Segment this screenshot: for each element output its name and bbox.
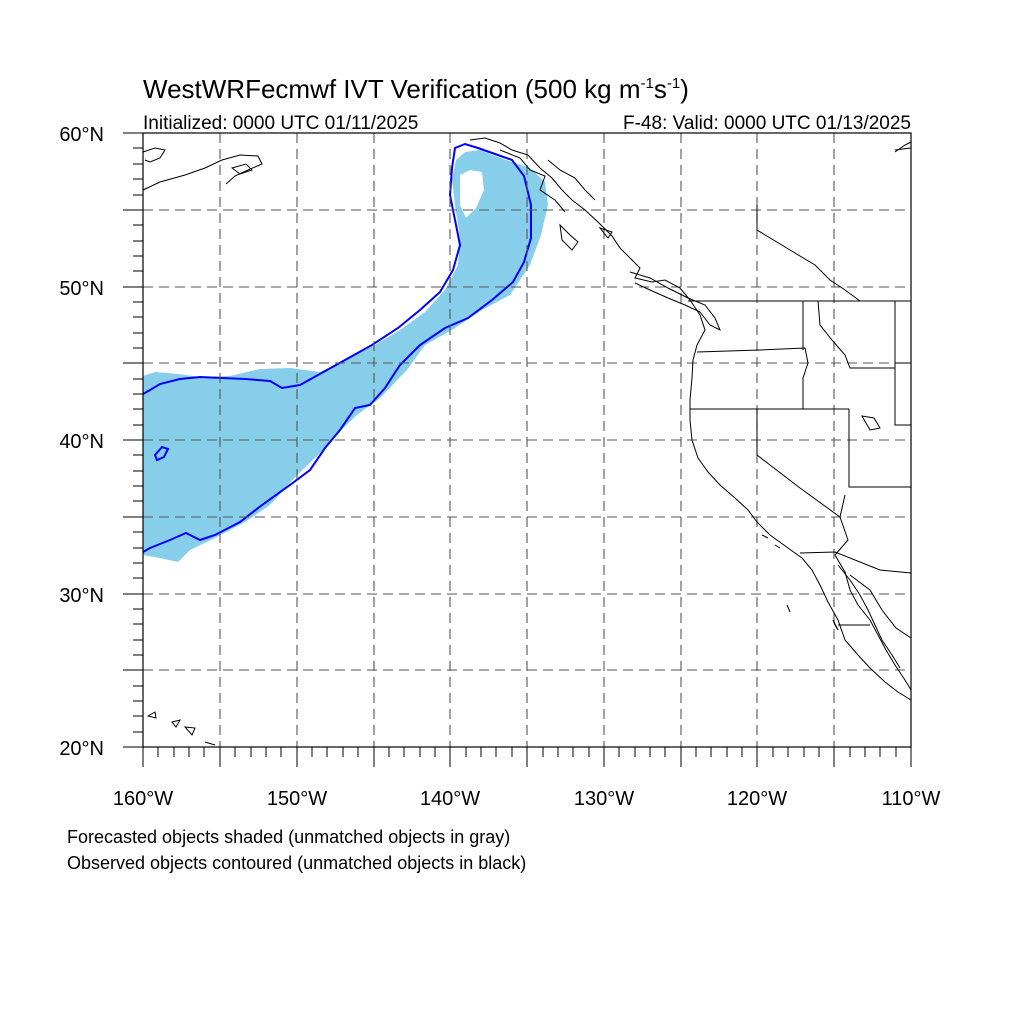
graticule [143,133,911,747]
lon-label-150w: 150°W [267,788,327,810]
lat-label-40n: 40°N [59,431,104,453]
borders [688,205,912,639]
lon-label-120w: 120°W [727,788,787,810]
map-title: WestWRFecmwf IVT Verification (500 kg m-… [143,74,689,104]
observed-note: Observed objects contoured (unmatched ob… [67,853,526,873]
observed-object-contour [142,142,532,553]
lat-label-60n: 60°N [59,124,104,146]
lon-label-130w: 130°W [574,788,634,810]
lon-label-110w: 110°W [882,788,941,810]
forecast-note: Forecasted objects shaded (unmatched obj… [67,827,510,847]
lat-label-30n: 30°N [59,585,104,607]
forecast-object-shaded [143,150,548,562]
lat-ticks [123,132,143,748]
coastlines [142,137,912,746]
lon-label-140w: 140°W [420,788,480,810]
lon-ticks [142,747,912,767]
lat-label-20n: 20°N [59,738,104,760]
forecast-object-gap [460,170,484,218]
valid-time-label: F-48: Valid: 0000 UTC 01/13/2025 [623,113,911,134]
lat-label-50n: 50°N [59,278,104,300]
observed-object-small-contour [153,445,170,462]
initialized-label: Initialized: 0000 UTC 01/11/2025 [143,113,418,134]
lon-label-160w: 160°W [113,788,173,810]
